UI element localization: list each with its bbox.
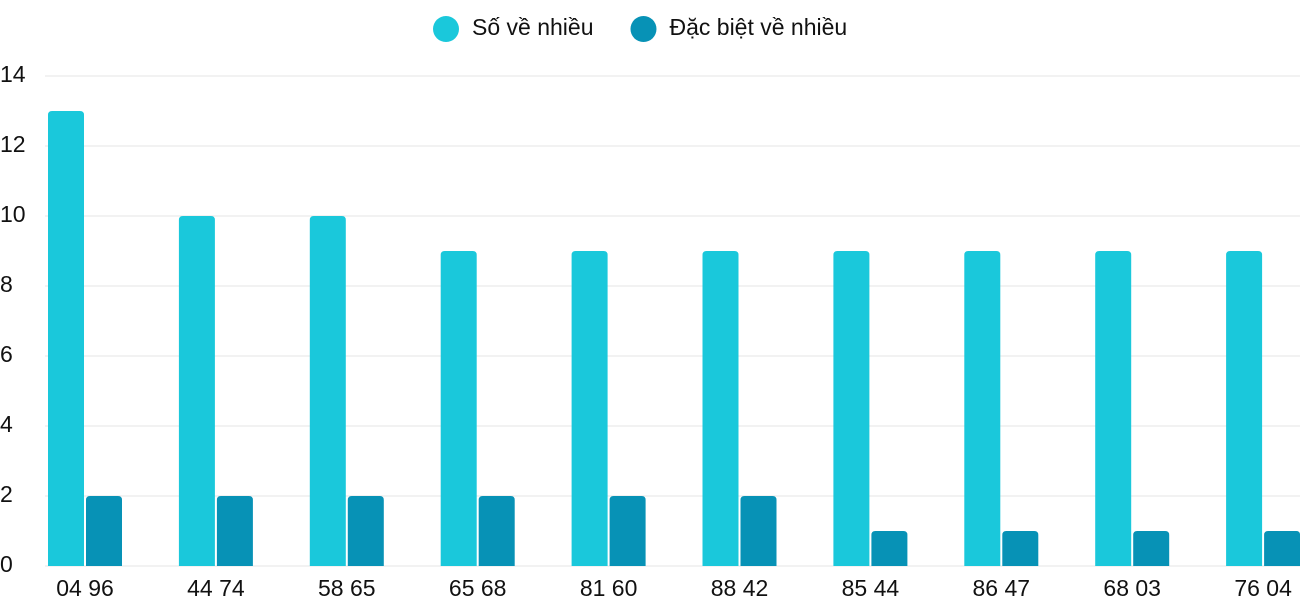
bar bbox=[1133, 531, 1170, 566]
bar bbox=[1002, 531, 1039, 566]
bar bbox=[1226, 251, 1263, 566]
y-tick-label: 12 bbox=[0, 131, 26, 157]
bar bbox=[571, 251, 608, 566]
bar bbox=[1264, 531, 1300, 566]
x-tick-label: 65 68 bbox=[449, 575, 507, 600]
bar bbox=[740, 496, 777, 566]
legend-swatch bbox=[433, 16, 459, 42]
x-tick-label: 44 74 bbox=[187, 575, 245, 600]
y-tick-label: 10 bbox=[0, 201, 26, 227]
bar bbox=[86, 496, 122, 566]
bar bbox=[964, 251, 1001, 566]
x-tick-label: 04 96 bbox=[56, 575, 114, 600]
y-tick-label: 6 bbox=[0, 341, 13, 367]
bar bbox=[871, 531, 908, 566]
x-tick-label: 86 47 bbox=[973, 575, 1031, 600]
y-tick-label: 8 bbox=[0, 271, 13, 297]
bar bbox=[833, 251, 870, 566]
bar bbox=[440, 251, 477, 566]
bar bbox=[309, 216, 346, 566]
bar bbox=[478, 496, 515, 566]
bar bbox=[347, 496, 384, 566]
y-tick-label: 4 bbox=[0, 411, 13, 437]
legend-label: Số về nhiều bbox=[472, 14, 593, 40]
bar bbox=[48, 111, 84, 566]
bar bbox=[178, 216, 215, 566]
x-tick-label: 81 60 bbox=[580, 575, 638, 600]
bar bbox=[216, 496, 253, 566]
x-tick-label: 76 04 bbox=[1234, 575, 1292, 600]
x-tick-label: 85 44 bbox=[842, 575, 900, 600]
bar bbox=[609, 496, 646, 566]
legend-swatch bbox=[630, 16, 657, 42]
x-tick-label: 58 65 bbox=[318, 575, 376, 600]
bar bbox=[1095, 251, 1132, 566]
y-tick-label: 14 bbox=[0, 61, 26, 87]
y-tick-label: 2 bbox=[0, 481, 13, 507]
x-tick-label: 68 03 bbox=[1103, 575, 1161, 600]
x-tick-label: 88 42 bbox=[711, 575, 769, 600]
legend-label: Đặc biệt về nhiều bbox=[669, 14, 847, 40]
bar bbox=[702, 251, 739, 566]
y-tick-label: 0 bbox=[0, 551, 13, 577]
